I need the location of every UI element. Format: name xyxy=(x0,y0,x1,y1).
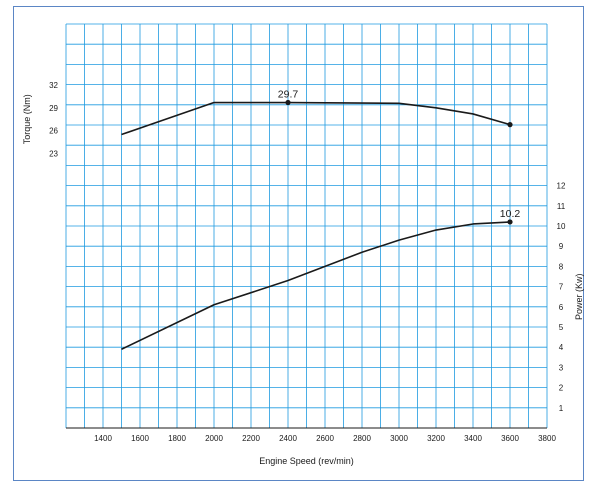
power-tick-label-10: 10 xyxy=(557,222,566,231)
x-tick-label-1400: 1400 xyxy=(94,434,112,443)
x-tick-label-2000: 2000 xyxy=(205,434,223,443)
power-tick-label-7: 7 xyxy=(559,283,564,292)
torque-tick-label-26: 26 xyxy=(49,127,58,136)
x-tick-label-2200: 2200 xyxy=(242,434,260,443)
x-tick-label-2400: 2400 xyxy=(279,434,297,443)
torque-tick-label-32: 32 xyxy=(49,81,58,90)
power-data-label-3600: 10.2 xyxy=(500,208,521,220)
torque-tick-label-29: 29 xyxy=(49,104,58,113)
torque-axis-label: Torque (Nm) xyxy=(22,94,32,144)
x-tick-label-1800: 1800 xyxy=(168,434,186,443)
torque-marker-2400 xyxy=(285,99,291,106)
torque-tick-label-23: 23 xyxy=(49,150,58,159)
power-tick-label-2: 2 xyxy=(559,384,564,393)
x-axis-label: Engine Speed (rev/min) xyxy=(259,456,354,466)
torque-curve xyxy=(121,101,511,136)
torque-marker-3600 xyxy=(507,122,513,128)
power-tick-label-5: 5 xyxy=(559,323,564,332)
power-axis-label: Power (Kw) xyxy=(574,273,584,320)
x-tick-label-3400: 3400 xyxy=(464,434,482,443)
power-marker-3600 xyxy=(507,219,513,225)
x-tick-label-2800: 2800 xyxy=(353,434,371,443)
power-tick-label-8: 8 xyxy=(559,262,564,271)
x-tick-label-3000: 3000 xyxy=(390,434,408,443)
x-tick-label-3200: 3200 xyxy=(427,434,445,443)
power-tick-label-9: 9 xyxy=(559,242,564,251)
torque-power-chart: 1400 1600 1800 2000 2200 2400 2600 2800 3000 3200… xyxy=(22,23,584,466)
power-tick-label-3: 3 xyxy=(559,363,564,372)
power-tick-label-1: 1 xyxy=(559,404,564,413)
x-tick-label-1600: 1600 xyxy=(131,434,149,443)
x-tick-label-3800: 3800 xyxy=(538,434,556,443)
x-tick-label-3600: 3600 xyxy=(501,434,519,443)
power-curve xyxy=(121,221,511,350)
x-tick-label-2600: 2600 xyxy=(316,434,334,443)
power-tick-label-12: 12 xyxy=(557,182,566,191)
torque-data-label-2400: 29.7 xyxy=(278,89,299,101)
power-tick-label-11: 11 xyxy=(557,202,566,211)
power-tick-label-6: 6 xyxy=(559,303,564,312)
power-tick-label-4: 4 xyxy=(559,343,564,352)
